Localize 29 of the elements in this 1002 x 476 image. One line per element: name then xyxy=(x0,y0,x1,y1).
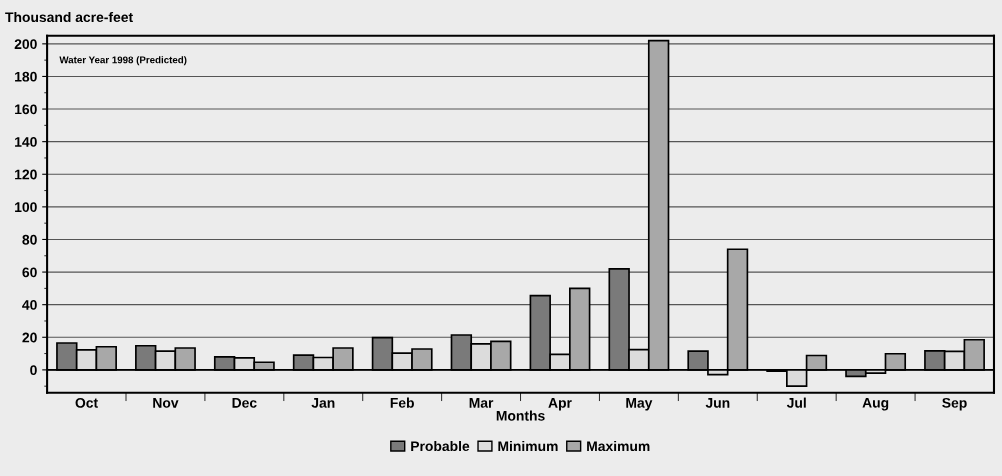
annotation: Water Year 1998 (Predicted) xyxy=(59,56,187,66)
x-tick-label: May xyxy=(626,398,653,411)
legend-label: Probable xyxy=(411,440,470,452)
y-tick-label: 20 xyxy=(22,332,37,343)
y-tick-label: 80 xyxy=(22,234,37,245)
x-tick-label: Nov xyxy=(153,398,179,408)
x-tick-label: Feb xyxy=(390,397,414,408)
x-tick-label: Apr xyxy=(548,398,572,411)
x-tick-label: Aug xyxy=(862,398,889,411)
x-axis-title: Months xyxy=(496,410,545,421)
legend-label: Minimum xyxy=(498,440,558,452)
y-tick-label: 0 xyxy=(30,365,37,376)
y-tick-label: 60 xyxy=(22,267,37,278)
y-axis-title: Thousand acre-feet xyxy=(5,11,133,23)
y-tick-label: 40 xyxy=(22,300,37,310)
x-tick-label: Sep xyxy=(942,397,967,411)
x-tick-label: Oct xyxy=(75,397,98,408)
x-tick-label: Dec xyxy=(232,398,257,408)
y-tick-label: 100 xyxy=(15,202,37,213)
x-tick-label: Jan xyxy=(311,398,335,408)
x-tick-label: Jul xyxy=(786,397,806,408)
y-tick-label: 160 xyxy=(15,104,37,115)
x-tick-label: Mar xyxy=(469,398,494,408)
x-tick-label: Jun xyxy=(705,398,730,408)
y-tick-label: 140 xyxy=(15,136,37,147)
y-tick-label: 120 xyxy=(15,169,37,180)
y-tick-label: 180 xyxy=(15,71,37,82)
legend-label: Maximum xyxy=(587,440,650,452)
y-tick-label: 200 xyxy=(14,39,37,50)
